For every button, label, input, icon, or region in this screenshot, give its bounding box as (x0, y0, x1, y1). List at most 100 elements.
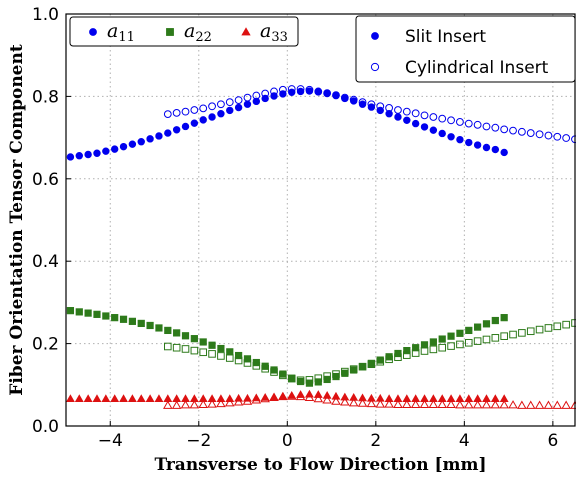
data-point (518, 329, 526, 337)
data-point (526, 327, 535, 336)
data-point (207, 399, 217, 408)
data-point (482, 320, 491, 328)
data-point (341, 367, 349, 376)
data-point (375, 393, 385, 402)
data-point (217, 100, 225, 109)
data-point (534, 400, 545, 409)
data-point (260, 393, 270, 403)
x-tick-label: 6 (547, 431, 558, 451)
data-point (216, 398, 226, 408)
data-point (553, 132, 562, 141)
data-point (66, 307, 75, 315)
data-point (171, 400, 182, 409)
data-point (163, 110, 172, 119)
data-point (367, 103, 376, 111)
data-point (287, 374, 296, 383)
legend-insert-label-2: Cylindrical Insert (405, 58, 549, 78)
data-point (473, 120, 482, 129)
data-point (208, 102, 216, 111)
data-point (233, 397, 244, 406)
data-point (199, 338, 207, 346)
data-point (208, 350, 216, 358)
data-point (358, 363, 367, 371)
data-point (341, 369, 349, 377)
data-point (394, 106, 402, 114)
legend-a22-marker (166, 28, 174, 36)
data-point (261, 89, 270, 98)
data-point (366, 393, 376, 402)
data-point (456, 118, 464, 126)
data-point (101, 394, 111, 403)
data-point (286, 391, 297, 400)
data-point (164, 326, 172, 335)
data-point (393, 399, 403, 409)
data-point (552, 400, 563, 409)
data-point (349, 393, 359, 401)
data-point (243, 355, 252, 363)
data-point (367, 360, 376, 368)
y-tick-label: 0.6 (32, 170, 59, 190)
data-point (181, 107, 190, 116)
data-point (261, 362, 269, 370)
data-point (83, 394, 93, 403)
y-tick-label: 0.8 (32, 87, 59, 107)
data-point (119, 142, 128, 151)
data-point (296, 390, 306, 398)
data-point (252, 362, 261, 370)
data-point (456, 340, 464, 349)
data-point (189, 400, 200, 409)
data-point (190, 119, 199, 127)
y-tick-label: 1.0 (32, 5, 59, 25)
data-point (154, 394, 164, 403)
data-point (437, 399, 447, 409)
data-point (384, 399, 394, 408)
data-point (482, 143, 491, 152)
data-point (535, 130, 544, 139)
data-point (234, 356, 243, 365)
data-point (146, 321, 154, 330)
data-point (296, 376, 305, 385)
data-point (428, 394, 438, 403)
data-point (234, 103, 243, 112)
data-point (270, 87, 278, 96)
data-point (128, 317, 136, 325)
data-point (340, 397, 350, 406)
legend-insert-label-1: Slit Insert (405, 27, 486, 47)
data-point (447, 116, 455, 125)
y-tick-label: 0.2 (32, 335, 59, 355)
data-point (429, 345, 438, 354)
data-point (251, 393, 261, 402)
data-point (217, 110, 225, 118)
legend-components-frame (69, 16, 299, 47)
data-point (429, 126, 438, 134)
data-point (394, 353, 402, 361)
data-series (65, 85, 576, 409)
data-point (491, 123, 500, 132)
data-point (75, 152, 83, 160)
data-point (402, 399, 412, 409)
data-point (217, 352, 225, 360)
legend-a11-label: a11 (107, 20, 135, 45)
x-tick-label: 0 (282, 431, 293, 451)
data-point (500, 314, 508, 322)
data-point (74, 394, 84, 403)
legend-inserts: Slit Insert Cylindrical Insert (355, 15, 576, 83)
data-point (411, 109, 420, 118)
data-point (464, 338, 473, 347)
data-point (322, 395, 332, 404)
data-point (127, 394, 137, 403)
data-point (509, 126, 517, 135)
x-tick-label: −4 (98, 431, 123, 451)
data-point (181, 345, 190, 353)
data-point (243, 359, 252, 367)
data-point (181, 122, 190, 131)
data-point (340, 93, 349, 102)
data-point (225, 98, 234, 107)
data-point (456, 329, 464, 337)
data-point (420, 123, 429, 131)
data-point (420, 341, 429, 349)
data-point (278, 391, 288, 401)
data-point (296, 87, 305, 96)
data-point (65, 394, 75, 403)
